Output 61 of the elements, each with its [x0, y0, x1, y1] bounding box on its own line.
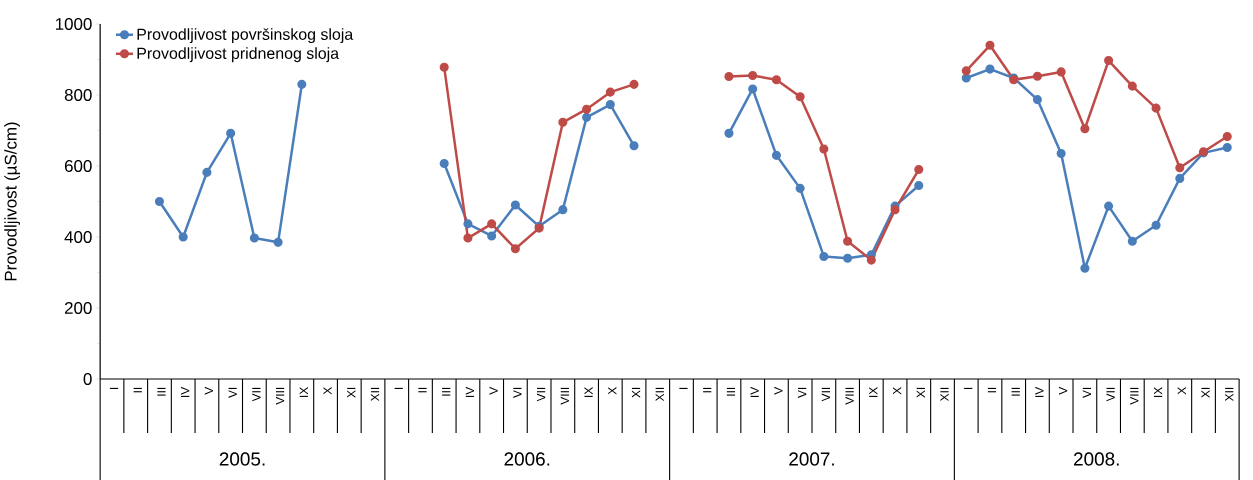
x-tick-label: IV: [465, 386, 475, 397]
y-axis-title: Provodljivost (µS/cm): [4, 122, 21, 281]
x-tick-label: VII: [1106, 387, 1115, 402]
x-tick-label: III: [157, 387, 166, 396]
x-tick-label: IX: [584, 387, 593, 397]
x-tick-label: VII: [537, 387, 546, 402]
x-tick-label: I: [394, 387, 403, 389]
x-tick-label: VI: [1082, 387, 1091, 399]
x-tick-label: VIII: [845, 387, 854, 405]
x-tick-label: II: [133, 387, 142, 393]
x-tick-label: II: [703, 387, 712, 393]
y-tick-label: 800: [64, 89, 92, 101]
y-tick-label: 1000: [55, 18, 92, 30]
x-tick-label: X: [323, 387, 332, 395]
x-tick-label: V: [204, 386, 214, 395]
text: 2007.: [789, 452, 834, 466]
x-tick-label: XI: [631, 387, 641, 398]
x-tick-label: XII: [370, 387, 380, 402]
x-tick-label: XI: [347, 387, 356, 398]
x-tick-label: VIII: [560, 387, 569, 405]
legend-label: Provodljivost pridnenog sloja: [137, 47, 340, 63]
x-tick-label: II: [987, 387, 997, 393]
x-tick-label: IV: [750, 386, 759, 397]
x-tick-label: VI: [513, 387, 522, 399]
x-tick-label: VII: [252, 387, 261, 402]
x-tick-label: VII: [821, 387, 830, 402]
x-tick-label: IX: [1153, 387, 1163, 397]
x-tick-label: XI: [916, 387, 925, 398]
text: 2008.: [1074, 452, 1119, 466]
x-tick-label: V: [489, 386, 498, 395]
x-tick-label: X: [1177, 387, 1186, 395]
text: 2005.: [219, 452, 265, 466]
legend-label: Provodljivost površinskog sloja: [137, 28, 354, 44]
x-tick-label: V: [1059, 386, 1068, 395]
x-tick-label: VIII: [1130, 387, 1139, 405]
x-tick-label: XI: [1201, 387, 1210, 398]
x-tick-label: XII: [655, 387, 664, 402]
x-tick-label: IV: [181, 386, 190, 397]
x-tick-label: I: [964, 387, 973, 389]
x-tick-label: XII: [1225, 387, 1234, 402]
x-tick-label: IV: [1035, 386, 1044, 397]
y-tick-label: 600: [64, 160, 92, 172]
x-tick-label: III: [442, 387, 451, 396]
x-tick-label: IX: [869, 387, 878, 397]
x-tick-label: III: [726, 387, 736, 396]
text: 2006.: [504, 452, 550, 466]
x-tick-label: VI: [798, 387, 807, 399]
x-tick-label: X: [892, 387, 902, 395]
y-tick-label: 0: [83, 373, 92, 385]
x-tick-label: X: [608, 387, 617, 395]
y-tick-label: 200: [64, 302, 92, 314]
x-tick-label: V: [774, 386, 783, 395]
x-tick-label: III: [1011, 387, 1020, 396]
x-tick-label: XII: [940, 387, 949, 402]
y-tick-label: 400: [64, 231, 92, 243]
x-tick-label: I: [109, 387, 119, 389]
x-tick-label: II: [418, 387, 427, 393]
x-tick-label: IX: [299, 387, 308, 397]
x-tick-label: VIII: [276, 387, 285, 405]
x-tick-label: I: [679, 387, 688, 389]
x-tick-label: VI: [228, 387, 237, 399]
